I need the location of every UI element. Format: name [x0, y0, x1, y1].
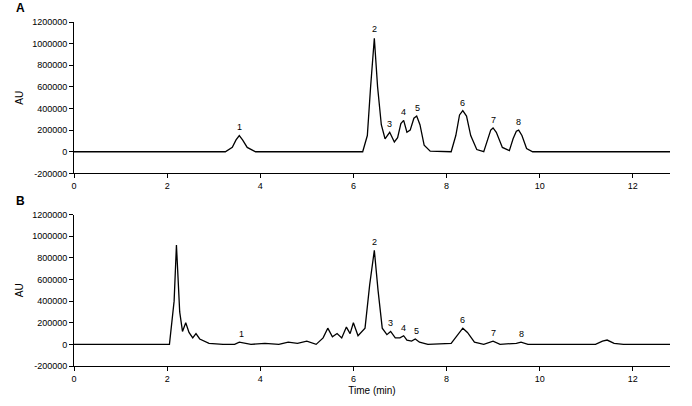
svg-text:B: B [16, 194, 25, 208]
svg-text:12: 12 [628, 374, 638, 384]
svg-text:2: 2 [165, 374, 170, 384]
svg-text:5: 5 [415, 103, 420, 113]
svg-text:10: 10 [535, 374, 545, 384]
svg-text:3: 3 [388, 318, 393, 328]
svg-text:2: 2 [165, 181, 170, 191]
svg-text:800000: 800000 [37, 60, 67, 70]
svg-text:7: 7 [491, 328, 496, 338]
svg-text:200000: 200000 [37, 318, 67, 328]
svg-text:400000: 400000 [37, 104, 67, 114]
svg-text:6: 6 [460, 98, 465, 108]
svg-text:400000: 400000 [37, 296, 67, 306]
svg-text:8: 8 [516, 117, 521, 127]
svg-text:Time (min): Time (min) [348, 385, 395, 396]
svg-text:4: 4 [258, 181, 263, 191]
svg-text:2: 2 [372, 24, 377, 34]
svg-text:A: A [16, 1, 25, 15]
svg-text:4: 4 [258, 374, 263, 384]
svg-text:0: 0 [62, 340, 67, 350]
svg-text:2: 2 [372, 237, 377, 247]
svg-text:1200000: 1200000 [32, 210, 67, 220]
svg-text:0: 0 [62, 147, 67, 157]
svg-text:AU: AU [14, 283, 25, 297]
svg-text:8: 8 [444, 181, 449, 191]
svg-text:1: 1 [237, 122, 242, 132]
svg-text:8: 8 [519, 329, 524, 339]
svg-text:4: 4 [401, 323, 406, 333]
svg-text:7: 7 [491, 115, 496, 125]
svg-text:1200000: 1200000 [32, 17, 67, 27]
svg-text:1000000: 1000000 [32, 231, 67, 241]
svg-text:4: 4 [401, 107, 406, 117]
svg-text:-200000: -200000 [34, 169, 67, 179]
svg-text:5: 5 [414, 326, 419, 336]
svg-text:1: 1 [239, 329, 244, 339]
svg-text:AU: AU [14, 91, 25, 105]
svg-text:8: 8 [444, 374, 449, 384]
svg-text:0: 0 [71, 181, 76, 191]
svg-text:6: 6 [351, 181, 356, 191]
svg-text:3: 3 [387, 119, 392, 129]
svg-text:600000: 600000 [37, 275, 67, 285]
svg-text:6: 6 [351, 374, 356, 384]
svg-text:-200000: -200000 [34, 361, 67, 371]
svg-text:1000000: 1000000 [32, 39, 67, 49]
svg-text:12: 12 [628, 181, 638, 191]
svg-text:600000: 600000 [37, 82, 67, 92]
svg-text:200000: 200000 [37, 125, 67, 135]
svg-text:800000: 800000 [37, 253, 67, 263]
svg-text:10: 10 [535, 181, 545, 191]
svg-text:6: 6 [460, 315, 465, 325]
svg-text:0: 0 [71, 374, 76, 384]
